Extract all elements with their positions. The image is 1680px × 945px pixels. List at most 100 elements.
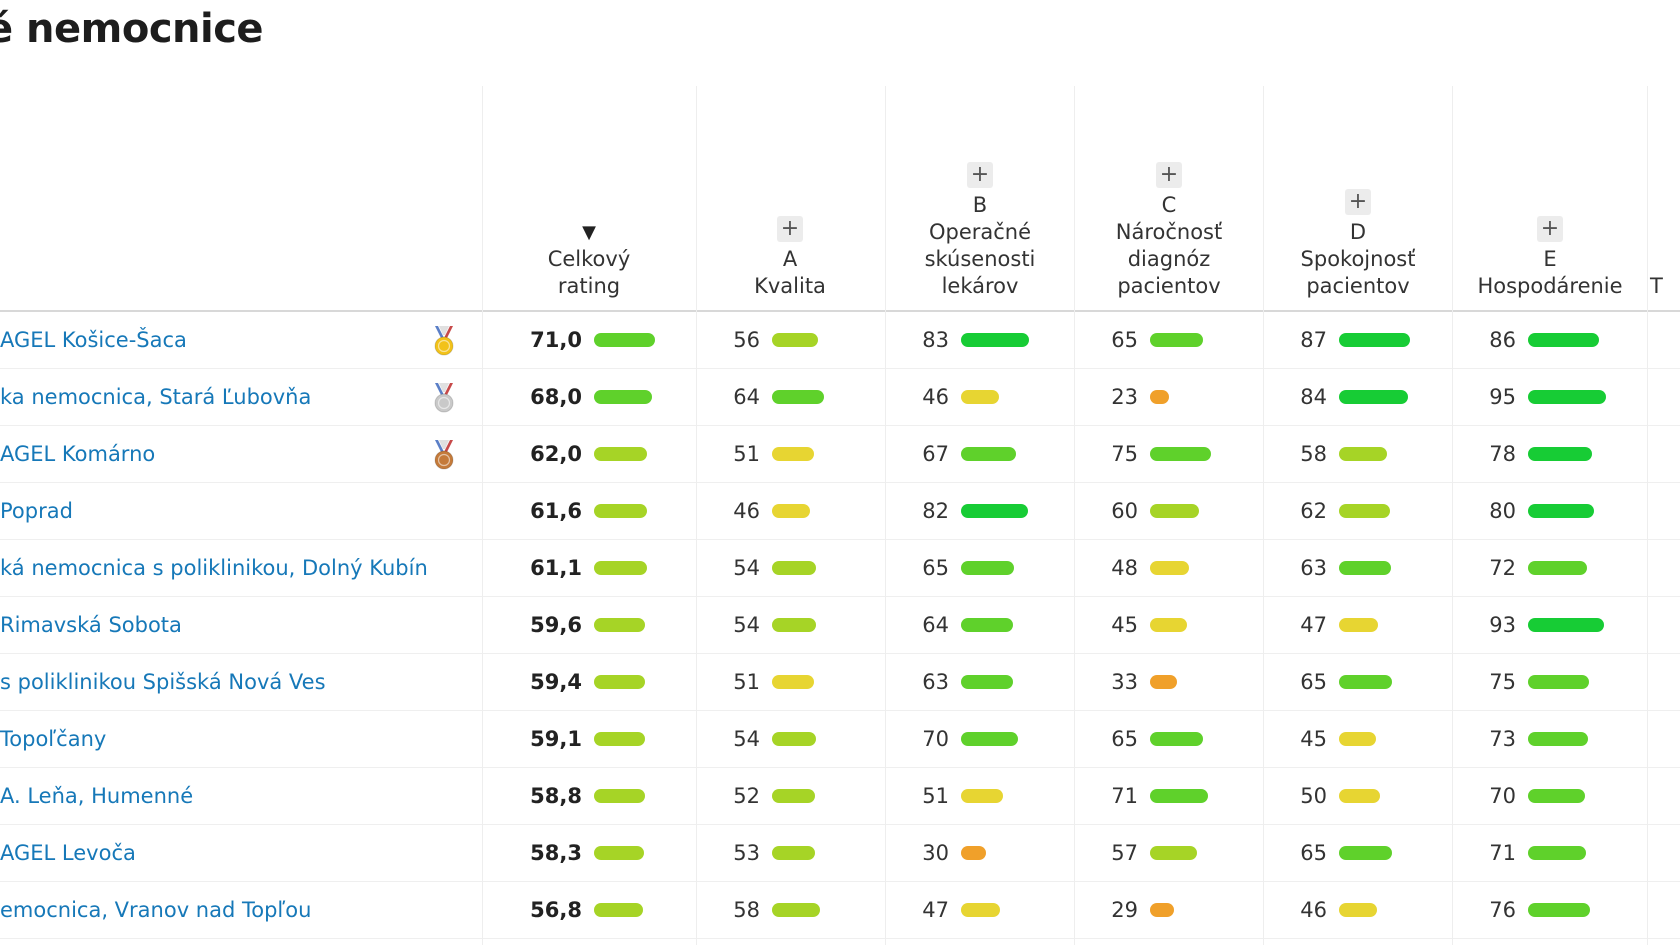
score-cell-d: 45: [1299, 711, 1376, 767]
rating-value: 62,0: [530, 442, 582, 466]
sort-desc-icon[interactable]: ▼: [582, 222, 596, 243]
score-bar: [1339, 618, 1378, 632]
hospital-name-link[interactable]: ká nemocnica s poliklinikou, Dolný Kubín: [0, 556, 428, 580]
score-value: 95: [1489, 385, 1516, 409]
rating-bar: [594, 504, 647, 518]
score-cell-a: 51: [732, 426, 814, 482]
expand-plus-icon[interactable]: +: [1156, 162, 1182, 188]
score-cell-b: 51: [921, 768, 1003, 824]
score-cell-e: 78: [1488, 426, 1592, 482]
score-value: 65: [1111, 328, 1138, 352]
hospital-name-link[interactable]: s poliklinikou Spišská Nová Ves: [0, 670, 326, 694]
score-value: 78: [1489, 442, 1516, 466]
column-header-a[interactable]: + A Kvalita: [700, 86, 880, 310]
column-label: Operačné: [928, 220, 1032, 244]
rating-bar: [594, 675, 645, 689]
score-value: 76: [1489, 898, 1516, 922]
score-bar: [1339, 447, 1387, 461]
score-value: 29: [1111, 898, 1138, 922]
expand-plus-icon[interactable]: +: [1537, 216, 1563, 242]
column-divider: [1074, 86, 1075, 945]
column-label: pacientov: [1117, 274, 1221, 298]
score-bar: [1528, 789, 1585, 803]
expand-plus-icon[interactable]: +: [967, 162, 993, 188]
table-row: ka nemocnica, Stará Ľubovňa 68,0 64 46 23 84 9…: [0, 369, 1680, 426]
score-value: 56: [733, 328, 760, 352]
hospital-name-link[interactable]: AGEL Levoča: [0, 841, 136, 865]
score-bar: [961, 846, 986, 860]
rating-cell: 71,0: [530, 312, 655, 368]
table-row: Rimavská Sobota 59,6 54 64 45 47 93: [0, 597, 1680, 654]
score-cell-a: 54: [732, 711, 816, 767]
score-bar: [1150, 390, 1169, 404]
hospital-name-link[interactable]: AGEL Košice-Šaca: [0, 328, 187, 352]
expand-plus-icon[interactable]: +: [1345, 189, 1371, 215]
score-value: 84: [1300, 385, 1327, 409]
score-cell-d: 87: [1299, 312, 1410, 368]
score-cell-d: 65: [1299, 825, 1392, 881]
score-bar: [1339, 675, 1392, 689]
score-bar: [1528, 390, 1606, 404]
score-value: 86: [1489, 328, 1516, 352]
score-value: 62: [1300, 499, 1327, 523]
column-letter: C: [1161, 193, 1177, 217]
expand-plus-icon[interactable]: +: [777, 216, 803, 242]
score-value: 53: [733, 841, 760, 865]
rating-value: 71,0: [530, 328, 582, 352]
hospital-name-link[interactable]: emocnica, Vranov nad Topľou: [0, 898, 312, 922]
column-header-rating[interactable]: ▼ Celkový rating: [499, 86, 679, 310]
rating-cell: 59,4: [530, 654, 645, 710]
hospital-name-link[interactable]: Topoľčany: [0, 727, 107, 751]
rating-cell: 58,3: [530, 825, 644, 881]
hospital-name-link[interactable]: ka nemocnica, Stará Ľubovňa: [0, 385, 312, 409]
score-cell-b: 65: [921, 540, 1014, 596]
score-value: 58: [1300, 442, 1327, 466]
score-cell-e: 70: [1488, 768, 1585, 824]
score-bar: [961, 561, 1014, 575]
score-cell-d: 62: [1299, 483, 1390, 539]
rating-bar: [594, 789, 645, 803]
column-label: pacientov: [1306, 274, 1410, 298]
score-bar: [1528, 333, 1599, 347]
column-divider: [482, 86, 483, 945]
rating-cell: 68,0: [530, 369, 652, 425]
table-row: Topoľčany 59,1 54 70 65 45 73: [0, 711, 1680, 768]
hospital-name-link[interactable]: A. Leňa, Humenné: [0, 784, 194, 808]
hospital-name-link[interactable]: Poprad: [0, 499, 73, 523]
table-row: ká nemocnica s poliklinikou, Dolný Kubín…: [0, 540, 1680, 597]
column-header-b[interactable]: + B Operačné skúsenosti lekárov: [890, 86, 1070, 310]
column-header-d[interactable]: + D Spokojnosť pacientov: [1268, 86, 1448, 310]
score-cell-e: 76: [1488, 882, 1590, 938]
column-divider: [1263, 86, 1264, 945]
table-row: emocnica, Vranov nad Topľou 56,8 58 47 29 46 7…: [0, 882, 1680, 939]
score-cell-d: 58: [1299, 426, 1387, 482]
score-bar: [1528, 447, 1592, 461]
score-bar: [772, 390, 824, 404]
rating-value: 59,6: [530, 613, 582, 637]
rating-cell: 59,6: [530, 597, 645, 653]
column-header-e[interactable]: + E Hospodárenie: [1460, 86, 1640, 310]
score-cell-a: 64: [732, 369, 824, 425]
score-cell-c: 29: [1110, 882, 1174, 938]
column-label: Náročnosť: [1115, 220, 1223, 244]
score-cell-a: 52: [732, 768, 815, 824]
table-row: A. Leňa, Humenné 58,8 52 51 71 50 70: [0, 768, 1680, 825]
score-bar: [772, 789, 815, 803]
column-header-f[interactable]: T: [1650, 86, 1680, 310]
score-value: 65: [922, 556, 949, 580]
score-cell-e: 75: [1488, 654, 1589, 710]
score-bar: [772, 504, 810, 518]
score-bar: [961, 675, 1013, 689]
score-cell-a: 54: [732, 540, 816, 596]
hospital-name-link[interactable]: Rimavská Sobota: [0, 613, 182, 637]
score-cell-e: 95: [1488, 369, 1606, 425]
score-cell-b: 63: [921, 654, 1013, 710]
score-value: 47: [1300, 613, 1327, 637]
score-cell-e: 71: [1488, 825, 1586, 881]
column-header-c[interactable]: + C Náročnosť diagnóz pacientov: [1079, 86, 1259, 310]
rating-bar: [594, 732, 645, 746]
hospital-name-link[interactable]: AGEL Komárno: [0, 442, 156, 466]
score-value: 48: [1111, 556, 1138, 580]
score-cell-a: 54: [732, 597, 816, 653]
score-bar: [1528, 618, 1604, 632]
